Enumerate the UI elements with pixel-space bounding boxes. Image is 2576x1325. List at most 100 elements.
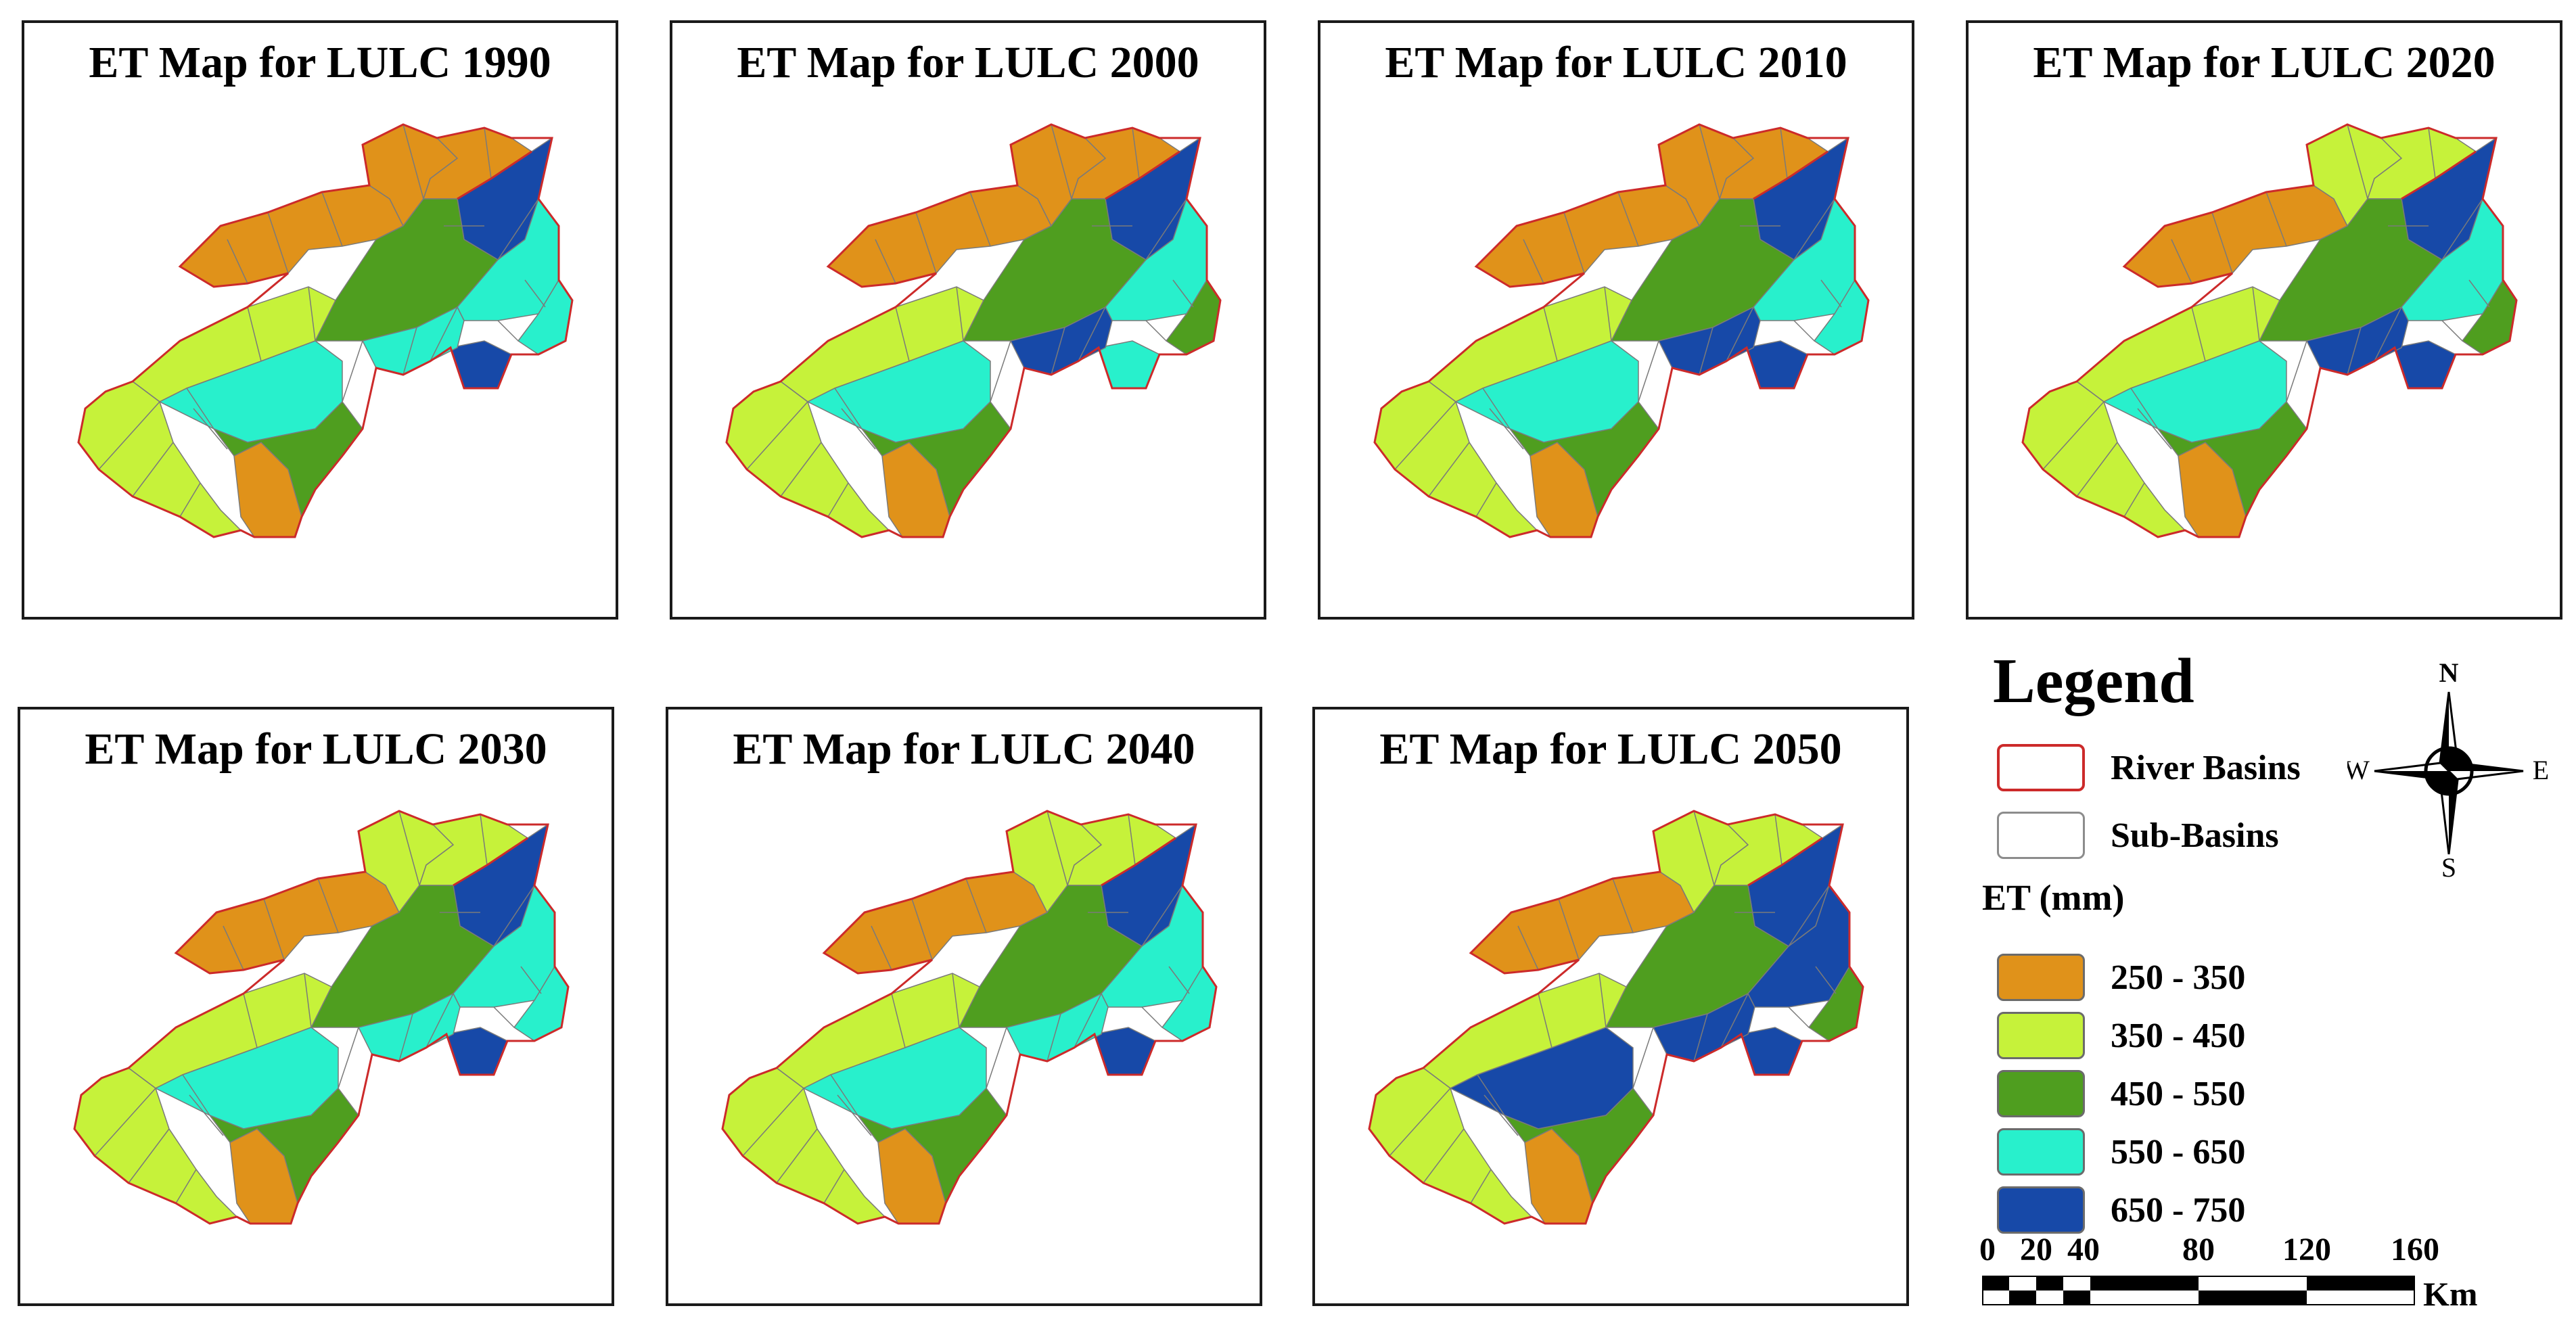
sub-basin-boundary bbox=[965, 878, 987, 933]
sub-basin-boundary bbox=[94, 1088, 156, 1157]
map-panel-5: ET Map for LULC 2030 bbox=[18, 707, 614, 1306]
sub-basin-boundary bbox=[524, 279, 546, 308]
sub-basin-boundary bbox=[915, 212, 937, 274]
sub-basin-boundary bbox=[2347, 327, 2362, 375]
panel-title: ET Map for LULC 2020 bbox=[2033, 38, 2496, 87]
sub-basin-boundary bbox=[780, 442, 822, 497]
map-panel-4: ET Map for LULC 2020 bbox=[1966, 20, 2562, 620]
sub-basin-boundary bbox=[128, 1128, 170, 1184]
sub-basin-boundary bbox=[426, 993, 454, 1048]
legend-class-label: 250 - 350 bbox=[2111, 958, 2246, 997]
sub-basin-boundary bbox=[321, 191, 343, 247]
sub-basin-boundary bbox=[2137, 408, 2172, 450]
sub-basin-boundary bbox=[402, 327, 417, 375]
sub-basin-boundary bbox=[1477, 1074, 1505, 1116]
sub-basin-boundary bbox=[1428, 442, 1470, 497]
sub-basin-boundary bbox=[1693, 1013, 1708, 1062]
sub-basin-boundary bbox=[1145, 198, 1187, 260]
sub-basin-boundary bbox=[746, 401, 808, 470]
sub-basin-boundary bbox=[1168, 966, 1190, 994]
scale-tick: 80 bbox=[2182, 1232, 2215, 1268]
sub-basin-boundary bbox=[186, 388, 214, 429]
sub-basin-boundary bbox=[1632, 1027, 1654, 1089]
sub-basin-boundary bbox=[189, 1094, 224, 1136]
sub-basin-boundary bbox=[2347, 124, 2368, 200]
sub-basin-boundary bbox=[742, 1088, 804, 1157]
map-panel-7: ET Map for LULC 2050 bbox=[1312, 707, 1909, 1306]
sub-basin-boundary bbox=[398, 1013, 413, 1062]
sub-basin-eb bbox=[1098, 340, 1160, 389]
river-basin-divide bbox=[2401, 150, 2477, 200]
sub-basin-boundary bbox=[827, 482, 849, 517]
scale-unit: Km bbox=[2423, 1275, 2478, 1313]
sub-basin-boundary bbox=[1788, 885, 1830, 947]
sub-basin-boundary bbox=[875, 239, 896, 284]
sub-basin-boundary bbox=[430, 306, 458, 362]
sub-basin-boundary bbox=[1046, 1013, 1061, 1062]
panel-title: ET Map for LULC 2010 bbox=[1385, 38, 1847, 87]
sub-basin-boundary bbox=[1484, 1094, 1519, 1136]
sub-basin-boundary bbox=[1699, 327, 1714, 375]
sub-basin-eb bbox=[2394, 340, 2456, 389]
sub-basin-boundary bbox=[243, 993, 258, 1048]
sub-basin-eb bbox=[446, 1027, 508, 1075]
sub-basin-boundary bbox=[823, 1169, 845, 1204]
sub-basin-boundary bbox=[1780, 127, 1788, 179]
sub-basin-boundary bbox=[969, 191, 991, 247]
sub-basin-boundary bbox=[2211, 212, 2233, 274]
sub-basin-boundary bbox=[1638, 340, 1659, 402]
sub-basin-boundary bbox=[2441, 320, 2463, 342]
sub-basin-boundary bbox=[371, 912, 400, 927]
sub-basin-boundary bbox=[1543, 306, 1558, 362]
sub-basin-swatch bbox=[1997, 812, 2085, 859]
sub-basin-boundary bbox=[263, 898, 285, 960]
sub-basin-boundary bbox=[1389, 1088, 1451, 1157]
river-basin-divide bbox=[453, 837, 528, 887]
sub-basin-boundary bbox=[1598, 973, 1607, 1028]
legend-class-label: 550 - 650 bbox=[2111, 1133, 2246, 1171]
scale-tick: 160 bbox=[2391, 1232, 2439, 1268]
scale-tick: 20 bbox=[2020, 1232, 2052, 1268]
sub-basin-eb bbox=[1741, 1027, 1803, 1075]
sub-basin-boundary bbox=[175, 1169, 197, 1204]
sub-basin-boundary bbox=[841, 408, 876, 450]
sub-basin-boundary bbox=[2123, 482, 2145, 517]
river-basin-divide bbox=[1101, 837, 1176, 887]
sub-basin-boundary bbox=[2191, 306, 2206, 362]
sub-basin-boundary bbox=[520, 966, 542, 994]
sub-basin-boundary bbox=[267, 212, 289, 274]
sub-basin-boundary bbox=[375, 225, 404, 240]
sub-basin-boundary bbox=[182, 1074, 210, 1116]
sub-basin-eb bbox=[450, 340, 512, 389]
sub-basin-boundary bbox=[1024, 225, 1052, 240]
river-basin-divide bbox=[1105, 150, 1180, 200]
sub-basin-boundary bbox=[1141, 1006, 1163, 1028]
sub-basin-boundary bbox=[1482, 388, 1511, 429]
scale-bar-graphic bbox=[1982, 1276, 2415, 1305]
river-basin-divide bbox=[457, 150, 532, 200]
sub-basin-boundary bbox=[1699, 124, 1720, 200]
sub-basin-boundary bbox=[227, 239, 248, 284]
sub-basin-boundary bbox=[1423, 1128, 1465, 1184]
map-panel-2: ET Map for LULC 2000 bbox=[670, 20, 1266, 620]
sub-basin-boundary bbox=[911, 898, 933, 960]
river-basin-outline bbox=[721, 810, 1218, 1225]
sub-basin-boundary bbox=[2428, 127, 2436, 179]
sub-basins-label: Sub-Basins bbox=[2111, 816, 2279, 855]
sub-basin-boundary bbox=[1538, 993, 1552, 1048]
sub-basin-boundary bbox=[2042, 401, 2104, 470]
et-heading: ET (mm) bbox=[1982, 877, 2125, 918]
sub-basin-boundary bbox=[493, 1006, 515, 1028]
river-basin-swatch bbox=[1997, 744, 2085, 791]
sub-basin-boundary bbox=[1128, 814, 1136, 866]
sub-basin-boundary bbox=[179, 482, 201, 517]
basin-map bbox=[77, 123, 574, 538]
sub-basin-boundary bbox=[1523, 239, 1544, 284]
sub-basin-boundary bbox=[342, 340, 363, 402]
sub-basin-boundary bbox=[1720, 993, 1749, 1048]
panel-title: ET Map for LULC 1990 bbox=[89, 38, 551, 87]
sub-basin-boundary bbox=[304, 973, 312, 1028]
sub-basin-boundary bbox=[317, 878, 339, 933]
sub-basin-boundary bbox=[1672, 225, 1700, 240]
sub-basin-boundary bbox=[1617, 191, 1639, 247]
